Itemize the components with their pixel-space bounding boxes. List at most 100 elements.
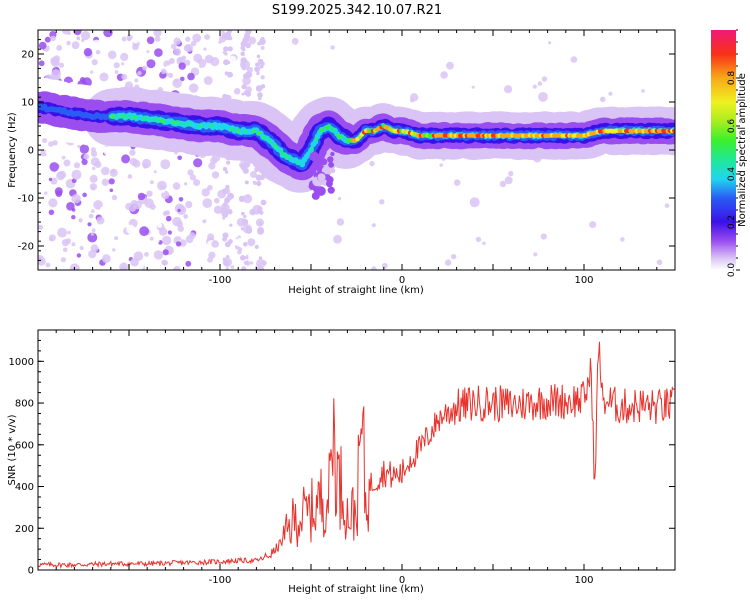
noise-blob	[245, 90, 250, 95]
noise-blob	[63, 159, 71, 167]
noise-blob	[111, 44, 120, 52]
noise-blob	[183, 214, 189, 219]
noise-blob	[233, 88, 241, 95]
noise-blob	[614, 34, 619, 40]
noise-blob	[175, 241, 182, 247]
noise-blob	[245, 226, 250, 230]
noise-blob	[83, 153, 90, 160]
spectrogram-xlabel: Height of straight line (km)	[288, 285, 424, 296]
noise-blob	[256, 209, 261, 214]
noise-blob	[450, 253, 457, 260]
y-tick-label: -20	[18, 242, 34, 253]
noise-blob	[256, 258, 266, 269]
noise-blob	[109, 188, 114, 193]
noise-blob	[260, 45, 265, 50]
noise-blob	[90, 244, 99, 253]
noise-blob	[129, 149, 136, 156]
figure-title: S199.2025.342.10.07.R21	[272, 3, 442, 18]
noise-blob	[120, 52, 129, 62]
noise-blob	[225, 254, 230, 259]
noise-blob	[48, 223, 54, 229]
noise-blob	[203, 47, 207, 51]
noise-blob	[243, 194, 253, 204]
noise-blob	[608, 91, 613, 96]
noise-blob	[160, 68, 167, 75]
noise-blob	[353, 104, 357, 109]
noise-blob	[121, 154, 131, 164]
noise-blob	[120, 166, 128, 175]
noise-blob	[257, 92, 263, 98]
noise-blob	[67, 230, 71, 235]
noise-blob	[146, 190, 153, 197]
noise-blob	[255, 62, 259, 67]
noise-blob	[84, 226, 89, 231]
noise-blob	[238, 195, 246, 202]
noise-blob	[81, 30, 91, 41]
noise-blob	[223, 260, 230, 266]
noise-blob	[38, 255, 44, 263]
noise-blob	[227, 30, 232, 34]
noise-blob	[65, 238, 72, 245]
noise-blob	[243, 161, 251, 168]
noise-blob	[616, 161, 624, 169]
noise-blob	[240, 227, 244, 231]
noise-blob	[333, 234, 342, 244]
y-tick-label: -10	[18, 194, 34, 205]
noise-blob	[213, 205, 223, 214]
y-tick-label: 600	[15, 440, 34, 451]
noise-blob	[336, 218, 345, 226]
noise-blob	[192, 241, 202, 251]
noise-blob	[146, 50, 150, 54]
noise-blob	[154, 36, 161, 42]
noise-blob	[451, 205, 455, 209]
noise-blob	[153, 250, 164, 260]
x-tick-label: 0	[399, 575, 405, 586]
noise-blob	[163, 175, 171, 184]
noise-blob	[245, 42, 251, 49]
noise-blob	[41, 51, 48, 58]
ridge-core	[316, 132, 321, 137]
noise-blob	[38, 41, 47, 50]
noise-blob	[604, 70, 613, 78]
noise-blob	[79, 144, 90, 154]
noise-blob	[245, 206, 250, 210]
noise-blob	[177, 225, 184, 232]
noise-blob	[90, 232, 95, 236]
noise-blob	[202, 219, 207, 224]
noise-blob	[421, 266, 426, 270]
noise-blob	[257, 266, 265, 270]
noise-blob	[99, 206, 108, 214]
noise-blob	[172, 229, 178, 235]
noise-blob	[57, 227, 68, 238]
noise-blob	[371, 223, 376, 228]
noise-blob	[440, 71, 448, 79]
noise-blob	[482, 241, 486, 246]
noise-blob	[247, 253, 256, 262]
colorbar: 0.0 0.2 0.4 0.6 0.8 Normalized spectral ampl…	[711, 29, 748, 277]
noise-blob	[153, 170, 157, 174]
noise-blob	[189, 83, 199, 93]
noise-blob	[537, 81, 543, 86]
noise-blob	[160, 159, 171, 170]
noise-blob	[165, 215, 172, 222]
noise-blob	[90, 70, 94, 74]
noise-blob	[144, 198, 154, 208]
noise-blob	[570, 56, 578, 63]
noise-blob	[330, 45, 335, 50]
noise-blob	[227, 209, 233, 215]
noise-blob	[242, 66, 246, 71]
noise-blob	[177, 57, 184, 64]
noise-blob	[247, 238, 256, 247]
noise-blob	[646, 266, 653, 270]
noise-blob	[243, 214, 247, 219]
noise-blob	[71, 242, 76, 247]
y-tick-label: 0	[28, 146, 34, 157]
noise-blob	[453, 179, 461, 186]
noise-blob	[137, 192, 146, 201]
noise-blob	[177, 155, 182, 161]
noise-blob	[533, 208, 544, 218]
noise-blob	[522, 196, 527, 202]
noise-blob	[146, 59, 156, 69]
noise-blob	[327, 156, 334, 163]
